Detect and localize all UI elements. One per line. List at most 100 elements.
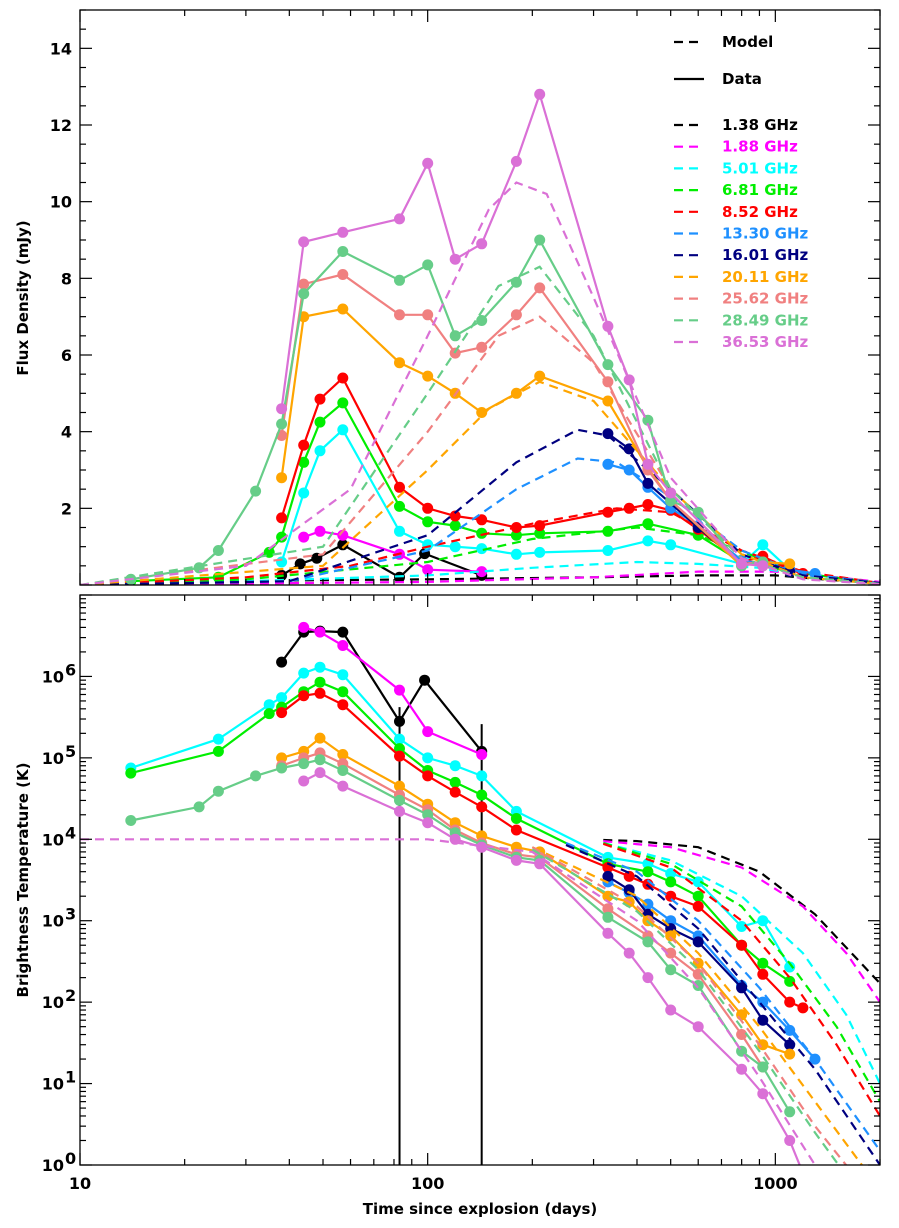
top-data-point <box>476 407 488 418</box>
legend-label: 5.01 GHz <box>722 159 798 177</box>
top-axes: 2 4 6 8 10 12 14 <box>50 9 881 586</box>
top-data-point <box>476 514 488 526</box>
top-data-point <box>602 359 614 371</box>
bottom-data-point <box>314 732 326 744</box>
top-data-point <box>449 541 461 553</box>
top-data-point <box>757 539 769 551</box>
bottom-data-point <box>736 921 748 932</box>
top-data-point <box>337 303 349 315</box>
top-ytick-label: 2 <box>61 499 72 518</box>
bottom-data-point <box>623 947 635 959</box>
bottom-data-point <box>736 1009 748 1021</box>
bottom-data-line-1-88-ghz <box>303 626 483 756</box>
top-ytick-label: 4 <box>61 423 72 442</box>
bottom-data-point <box>394 780 405 792</box>
top-data-point <box>642 458 654 470</box>
bottom-data-point <box>692 900 704 912</box>
top-data-point <box>337 269 349 280</box>
bottom-data-point <box>476 770 488 782</box>
bottom-model-line-1-88-ghz <box>603 840 880 1003</box>
bottom-data-point <box>784 1135 796 1146</box>
top-data-point <box>314 445 326 457</box>
bottom-data-point <box>337 780 349 792</box>
bottom-ytick-label: 10 <box>42 1156 64 1175</box>
top-model-line-36-53-ghz <box>80 181 880 585</box>
top-data-point <box>510 309 522 321</box>
bottom-data-point <box>736 1063 748 1075</box>
top-data-point <box>276 512 288 524</box>
top-data-point <box>665 539 677 551</box>
top-data-point <box>534 88 546 100</box>
bottom-data-point <box>784 961 796 973</box>
bottom-data-point <box>276 656 288 668</box>
top-data-point <box>510 387 522 399</box>
bottom-data-point <box>692 968 704 980</box>
legend-label: 13.30 GHz <box>722 225 809 243</box>
bottom-data-point <box>665 947 677 959</box>
bottom-data-point <box>757 1088 769 1100</box>
xtick-label: 100 <box>411 1174 444 1193</box>
top-data-point <box>510 522 522 533</box>
top-data-point <box>298 456 310 468</box>
top-data-point <box>422 370 434 382</box>
top-data-line-36-53-ghz <box>280 90 763 567</box>
top-data-point <box>602 320 614 332</box>
bottom-data-point <box>692 1021 704 1033</box>
top-data-point <box>276 472 288 484</box>
bottom-data-point <box>394 805 405 817</box>
top-data-point <box>602 376 614 388</box>
bottom-data-point <box>337 640 349 651</box>
top-data-point <box>394 309 405 321</box>
bottom-data-point <box>449 786 461 798</box>
xtick-label: 10 <box>69 1174 91 1193</box>
xlabel: Time since explosion (days) <box>363 1200 598 1218</box>
top-data-point <box>510 276 522 288</box>
bottom-data-point <box>665 1004 677 1016</box>
bottom-data-point <box>602 890 614 902</box>
bottom-data-point <box>125 815 137 826</box>
top-data-point <box>298 236 310 248</box>
bottom-data-point <box>784 996 796 1008</box>
bottom-data-line-28-49-ghz <box>130 758 791 1113</box>
bottom-data-point <box>510 854 522 866</box>
bottom-data-line-5-01-ghz <box>130 666 791 968</box>
top-data-point <box>642 477 654 489</box>
bottom-data-point <box>449 833 461 845</box>
top-data-point <box>692 506 704 518</box>
bottom-data-point <box>314 767 326 779</box>
top-data-point <box>276 418 288 430</box>
bottom-model-line-36-53-ghz <box>80 838 817 1165</box>
bottom-model-line-20-11-ghz <box>531 846 864 1165</box>
bottom-data-point <box>623 870 635 882</box>
top-data-point <box>337 372 349 384</box>
top-data-point <box>476 527 488 539</box>
bottom-data-point <box>337 749 349 760</box>
bottom-data-point <box>757 996 769 1008</box>
top-data-point <box>422 516 434 528</box>
bottom-data-point <box>314 754 326 766</box>
top-model-line-1-88-ghz <box>80 570 880 585</box>
top-data-point <box>449 330 461 342</box>
bottom-ytick-label: 10 <box>42 1075 64 1094</box>
legend-label: 1.88 GHz <box>722 138 798 156</box>
bottom-series-1-88-ghz <box>298 621 880 1003</box>
top-data-point <box>602 428 614 440</box>
bottom-data-point <box>757 1061 769 1073</box>
xtick-label: 1000 <box>753 1174 798 1193</box>
top-data-point <box>276 403 288 415</box>
top-ytick-label: 6 <box>61 346 72 365</box>
top-data-point <box>602 525 614 537</box>
top-data-point <box>602 395 614 407</box>
bottom-data-point <box>476 801 488 813</box>
top-ytick-label: 14 <box>50 39 72 58</box>
bottom-data-point <box>476 789 488 801</box>
bottom-data-point <box>476 841 488 853</box>
top-data-line-13-30-ghz <box>607 463 816 575</box>
top-ytick-label: 8 <box>61 269 72 288</box>
bottom-data-point <box>665 890 677 902</box>
top-data-point <box>314 525 326 537</box>
top-data-point <box>449 253 461 265</box>
bottom-ytick-exponent: 6 <box>65 660 76 679</box>
bottom-data-point <box>692 980 704 991</box>
top-data-point <box>337 246 349 257</box>
